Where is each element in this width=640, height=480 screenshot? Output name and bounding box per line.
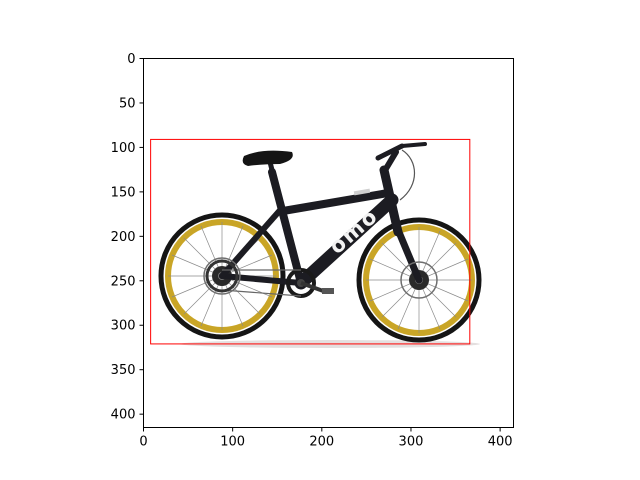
x-tick-label: 100 [220,435,245,450]
drivetrain [205,259,334,298]
bounding-box [150,138,471,345]
x-tick-label: 0 [139,435,147,450]
saddle [242,150,293,166]
y-tick-label: 250 [111,274,136,289]
x-axis: 0 100 200 300 400 [139,427,513,450]
y-tick-label: 0 [127,52,135,67]
y-tick-label: 100 [111,141,136,156]
y-tick-label: 350 [111,363,136,378]
top-tube-decal [353,188,371,196]
x-tick-label: 400 [488,435,513,450]
rear-disc [203,257,241,295]
brake-cable [399,149,415,201]
y-tick-label: 150 [111,185,136,200]
x-tick-label: 300 [399,435,424,450]
y-tick-label: 300 [111,319,136,334]
bicycle-photo: omo [158,142,482,348]
y-tick-label: 400 [111,408,136,423]
x-tick-label: 200 [309,435,334,450]
y-axis: 0 50 100 150 200 250 300 350 400 [111,52,144,423]
y-tick-label: 200 [111,230,136,245]
front-disc [400,261,438,299]
axes-frame [143,58,514,428]
y-tick-label: 50 [119,96,136,111]
